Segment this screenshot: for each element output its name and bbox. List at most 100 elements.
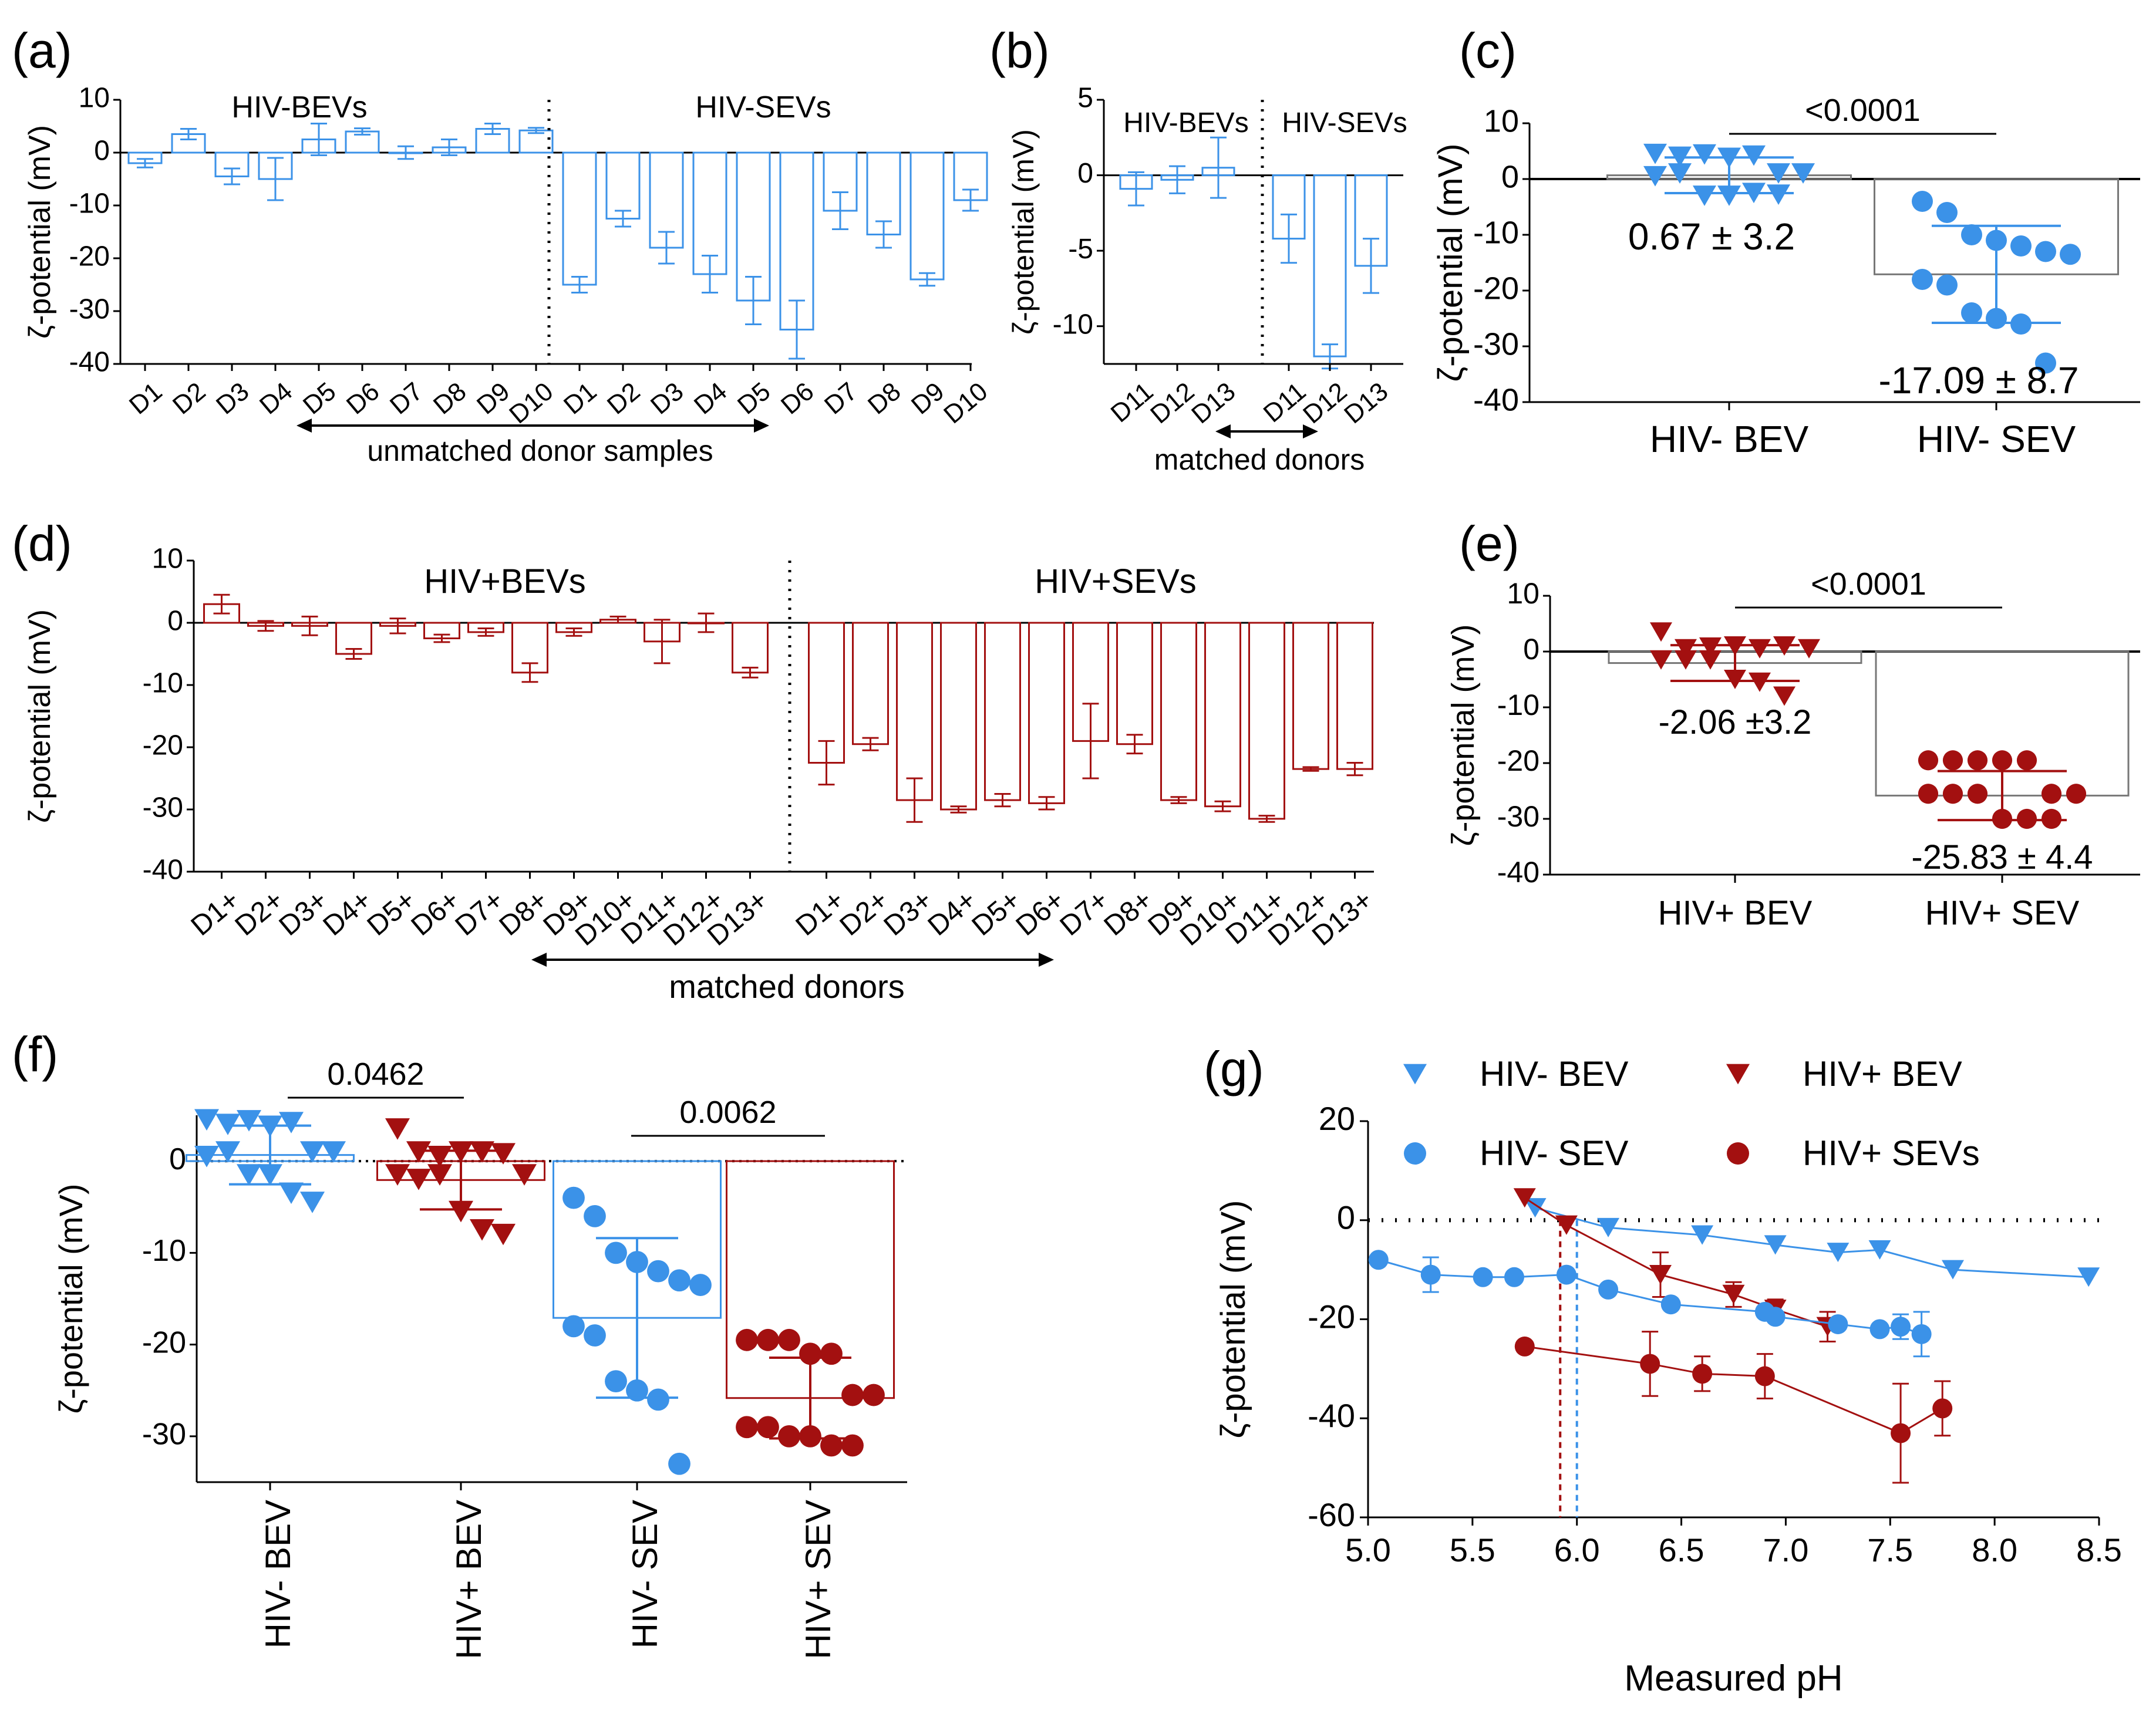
legend-marker [1726,1064,1750,1085]
data-point [427,1164,452,1186]
data-point [1643,143,1667,164]
x-axis-title: Measured pH [1624,1658,1842,1699]
data-point [427,1146,452,1168]
bar [1116,622,1153,745]
data-point [1912,269,1933,290]
bar [1160,622,1197,801]
legend-marker [1727,1142,1749,1165]
data-point [1668,163,1692,184]
data-point [2060,244,2081,265]
y-tick-label: 0 [1337,1199,1355,1236]
data-point [300,1192,325,1213]
data-point [2010,235,2032,257]
x-tick-label: HIV- SEV [1917,418,2076,460]
panel-tag: (a) [12,23,72,78]
panel-e: (e) 10 0 -10 -20 -30 -40 ζ-potential (mV) HIV+ B… [1446,516,2140,932]
group-label: HIV-BEVs [231,90,367,124]
arrow-head-right [754,419,769,433]
bar [909,151,945,281]
x-tick-label: D2 [602,377,646,420]
data-point [820,1342,843,1365]
p-value-label: 0.0062 [679,1095,776,1130]
data-point [1420,1264,1441,1285]
x-tick-label: D7 [385,377,429,420]
y-tick-label: -20 [1308,1298,1355,1335]
x-tick-label: D4 [689,377,733,420]
data-point [1692,1364,1713,1384]
data-point [449,1200,473,1223]
y-axis-title: ζ-potential (mV) [23,609,57,823]
panel-tag: (b) [989,23,1050,78]
annotation-text: matched donors [1154,443,1365,476]
data-point [1473,1267,1493,1287]
data-point [1767,163,1790,184]
y-tick-label: -10 [1473,215,1519,250]
bar [732,622,769,674]
data-point [1514,1336,1535,1357]
x-tick-label: D1 [558,377,602,420]
x-tick-label: D5 [298,377,342,420]
data-point [1693,144,1716,165]
y-axis-title: ζ-potential (mV) [1431,144,1470,382]
legend-label: HIV+ BEV [1803,1054,1962,1094]
data-point [1936,274,1958,296]
y-tick-label: -10 [69,188,110,220]
data-point [778,1425,800,1448]
data-point [1742,145,1766,166]
data-point [237,1164,261,1186]
data-point [1773,686,1795,706]
annotation-text: unmatched donor samples [367,434,713,467]
x-tick-label: D3 [211,377,255,420]
data-point [215,1141,240,1163]
y-tick-label: -40 [1308,1397,1355,1434]
data-point [1524,1198,1547,1218]
data-point [1891,1423,1911,1443]
x-tick-label: D10 [938,377,993,429]
x-tick-label: 7.0 [1763,1531,1808,1568]
y-tick-label: -20 [1473,271,1519,306]
data-point [194,1146,219,1168]
data-point [1891,1317,1911,1337]
data-point [2077,1267,2100,1287]
mean-sd-label: -17.09 ± 8.7 [1878,359,2078,401]
y-tick-label: -30 [1473,326,1519,362]
panel-f: (f) 0 -10 -20 -30 ζ-potential (mV) HIV- BEV HIV… [12,1027,907,1659]
data-point [1650,622,1672,642]
x-tick-label: HIV+ SEV [1925,894,2080,932]
y-axis-title: ζ-potential (mV) [1214,1200,1252,1439]
data-point [689,1274,712,1296]
data-point [1961,302,1982,323]
data-point [584,1324,606,1347]
mean-sd-label: -2.06 ±3.2 [1659,703,1812,741]
x-tick-label: D13 [1186,377,1241,429]
data-point [512,1164,537,1186]
bar [1028,622,1065,804]
data-point [491,1223,516,1246]
data-point [584,1204,606,1227]
legend-label: HIV- SEV [1480,1133,1628,1173]
bar [1292,622,1329,770]
x-tick-label: 7.5 [1867,1531,1913,1568]
data-point [1765,1307,1786,1327]
data-point [1749,672,1771,692]
data-point [2066,784,2087,804]
p-value-label: <0.0001 [1805,93,1921,128]
data-point [1556,1264,1576,1285]
data-point [321,1141,346,1163]
x-tick-label: HIV- SEV [625,1500,665,1648]
x-tick-label: HIV- BEV [1650,418,1809,460]
data-point [1791,163,1815,184]
bar [852,622,889,745]
y-tick-label: 10 [152,544,183,575]
data-point [1912,191,1933,212]
panel-d: (d) 100-10-20-30-40ζ-potential (mV)D1+D2+… [12,516,1379,1005]
data-point [1717,185,1741,206]
data-point [1675,650,1697,670]
data-point [605,1370,627,1393]
data-point [757,1416,779,1439]
y-tick-label: -30 [143,792,183,824]
data-point [1918,750,1939,771]
panel-tag: (g) [1204,1041,1264,1096]
data-point [1650,650,1672,670]
